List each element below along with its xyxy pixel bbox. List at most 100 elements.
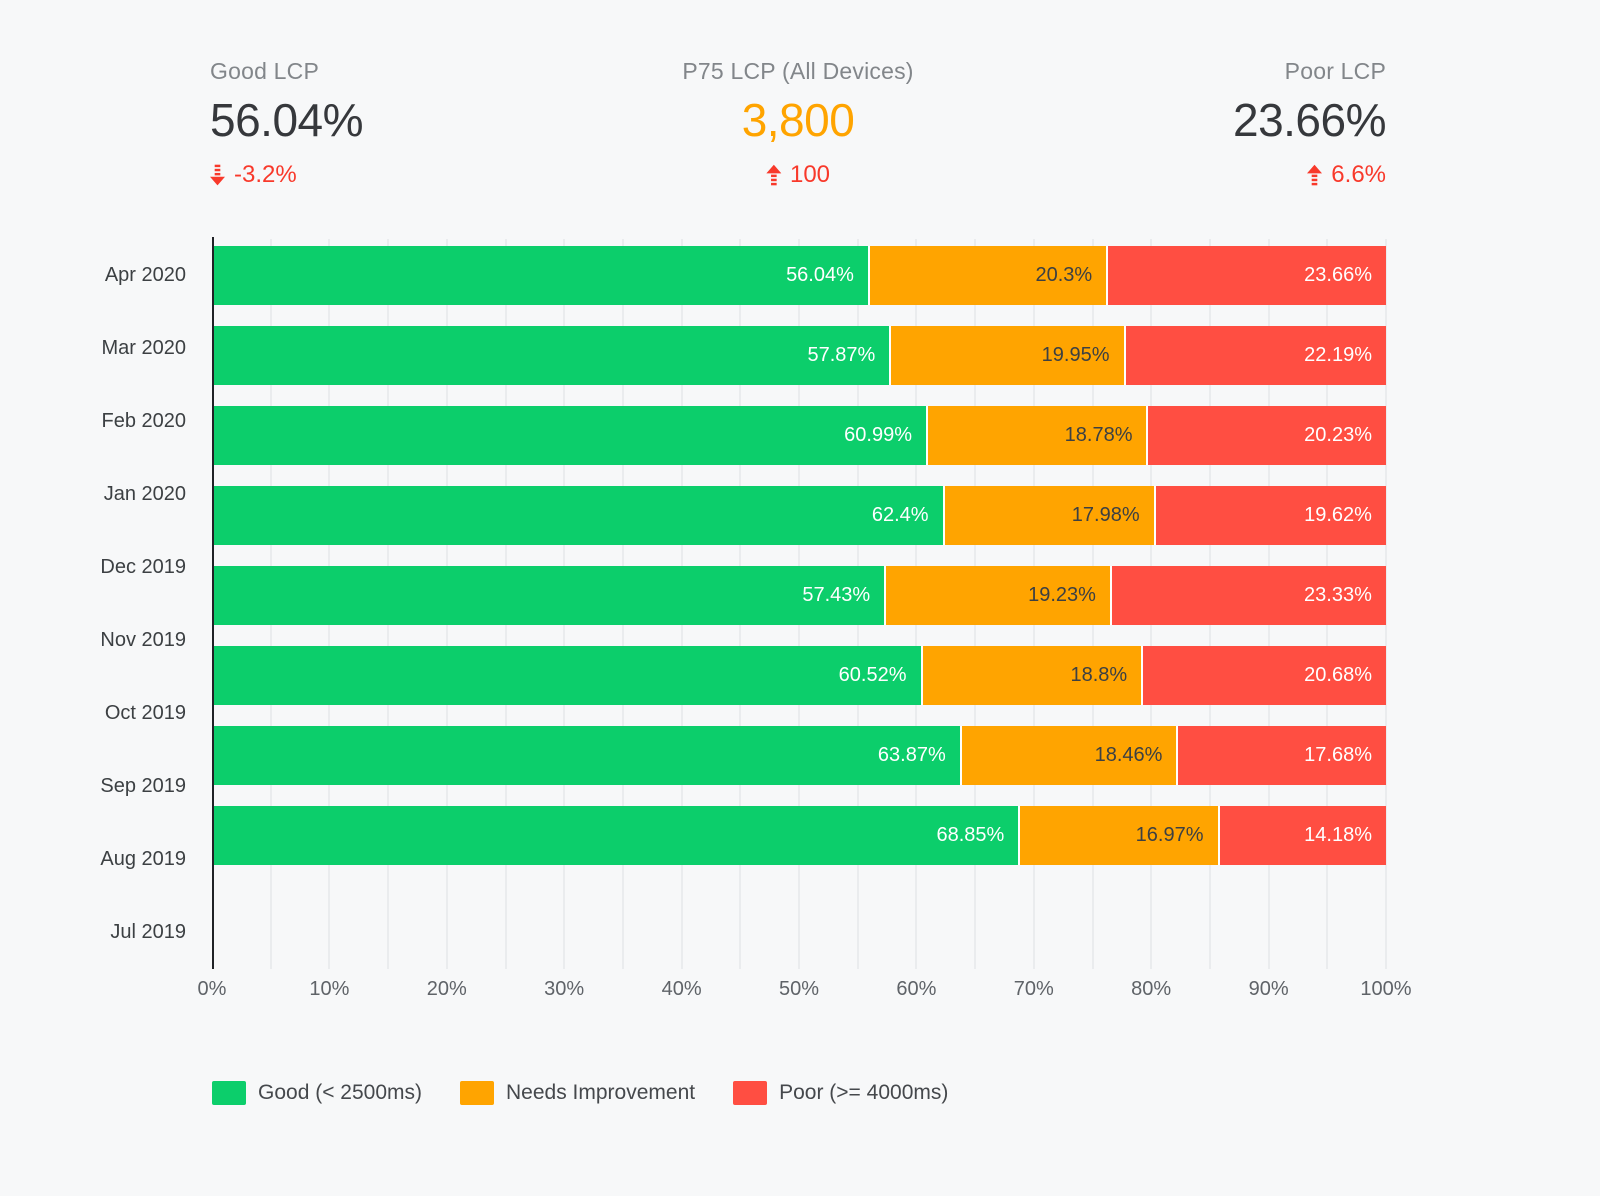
chart-row-jul-2019 [212,952,1386,1025]
bar-segment-poor[interactable]: 20.23% [1148,406,1386,465]
kpi-delta-value: -3.2% [234,161,297,188]
bar-segment-needs[interactable]: 18.8% [922,646,1144,705]
y-axis-label: Nov 2019 [100,629,186,651]
stacked-bar: 57.43% 19.23% 23.33% [212,566,1386,625]
chart-row-sep-2019: 68.85% 16.97% 14.18% [212,806,1386,879]
kpi-delta: -3.2% [210,161,363,189]
stacked-bar: 62.4% 17.98% 19.62% [212,486,1386,545]
chart-row-nov-2019: 60.52% 18.8% 20.68% [212,646,1386,719]
bar-segment-good[interactable]: 63.87% [212,726,962,785]
bar-segment-good[interactable]: 60.52% [212,646,923,705]
bar-segment-needs[interactable]: 18.78% [928,406,1149,465]
bar-value-label: 19.95% [1041,344,1110,366]
bar-segment-poor[interactable]: 19.62% [1155,486,1386,545]
chart-row-jan-2020: 62.4% 17.98% 19.62% [212,486,1386,559]
y-axis-label: Jul 2019 [110,921,186,943]
bar-value-label: 18.78% [1064,424,1133,446]
chart-row-feb-2020: 60.99% 18.78% 20.23% [212,406,1386,479]
bar-value-label: 57.43% [802,584,871,606]
kpi-card-good-lcp: Good LCP 56.04% -3.2% [210,58,364,189]
bar-value-label: 18.8% [1070,664,1128,686]
bar-segment-needs[interactable]: 20.3% [869,246,1109,305]
bar-segment-poor[interactable]: 20.68% [1143,646,1386,705]
stacked-bar: 68.85% 16.97% 14.18% [212,806,1386,865]
kpi-card-p75-lcp: P75 LCP (All Devices) 3,800 100 [682,58,913,189]
x-axis-tick-label: 40% [661,978,702,1000]
x-axis-tick-label: 30% [544,978,585,1000]
kpi-value: 56.04% [210,94,364,146]
stacked-bar: 56.04% 20.3% 23.66% [212,246,1386,305]
kpi-header: Good LCP 56.04% -3.2% P75 LCP (All Devic… [210,58,1387,198]
bar-segment-good[interactable]: 57.87% [212,326,892,385]
bar-segment-poor[interactable]: 23.33% [1111,566,1386,625]
bar-value-label: 20.68% [1304,664,1372,686]
y-axis-label: Mar 2020 [101,337,187,359]
chart-row-apr-2020: 56.04% 20.3% 23.66% [212,246,1386,319]
bar-value-label: 56.04% [786,264,854,286]
bar-segment-good[interactable]: 68.85% [212,806,1021,865]
y-axis-labels: Apr 2020 Mar 2020 Feb 2020 Jan 2020 Dec 2019… [0,239,186,969]
bar-segment-poor[interactable]: 17.68% [1178,726,1386,785]
bar-value-label: 60.52% [838,664,907,686]
kpi-delta: 100 [682,161,913,189]
bar-segment-poor[interactable]: 23.66% [1108,246,1386,305]
bar-segment-poor[interactable]: 14.18% [1219,806,1386,865]
bar-segment-poor[interactable]: 22.19% [1125,326,1386,385]
y-axis-label: Jan 2020 [103,483,186,505]
x-axis-tick-label: 100% [1360,978,1412,1000]
kpi-delta-value: 100 [789,161,831,188]
bar-value-label: 60.99% [844,424,913,446]
y-axis-label: Dec 2019 [100,556,186,578]
bar-value-label: 22.19% [1304,344,1372,366]
kpi-label: Good LCP [210,58,319,84]
kpi-value: 23.66% [1232,94,1387,146]
stacked-bar: 57.87% 19.95% 22.19% [212,326,1386,385]
bar-segment-good[interactable]: 57.43% [212,566,887,625]
kpi-value: 3,800 [741,94,855,146]
bar-value-label: 19.23% [1028,584,1096,606]
x-axis-tick-label: 0% [197,978,227,1000]
x-axis-tick-label: 60% [896,978,937,1000]
bar-value-label: 17.98% [1071,504,1140,526]
arrow-up-striped-icon [1307,164,1323,186]
bar-segment-good[interactable]: 60.99% [212,406,929,465]
legend-item-good[interactable]: Good (< 2500ms) [212,1081,422,1105]
bar-value-label: 14.18% [1304,824,1372,846]
bar-value-label: 20.3% [1035,264,1093,286]
bar-value-label: 63.87% [877,744,946,766]
bar-segment-needs[interactable]: 19.95% [891,326,1126,385]
gridline [1385,239,1387,969]
bar-segment-good[interactable]: 56.04% [212,246,870,305]
x-axis-tick-label: 20% [426,978,467,1000]
stacked-bar: 60.99% 18.78% 20.23% [212,406,1386,465]
bar-segment-needs[interactable]: 18.46% [961,726,1179,785]
bar-value-label: 17.68% [1304,744,1372,766]
bar-value-label: 68.85% [936,824,1005,846]
kpi-label: Poor LCP [1284,58,1386,84]
x-axis-tick-label: 50% [778,978,820,1000]
bar-value-label: 16.97% [1135,824,1204,846]
bar-segment-needs[interactable]: 17.98% [944,486,1156,545]
chart-row-mar-2020: 57.87% 19.95% 22.19% [212,326,1386,399]
x-axis-tick-label: 70% [1013,978,1054,1000]
bar-value-label: 23.33% [1304,584,1372,606]
legend-swatch [212,1081,246,1105]
legend-item-needs[interactable]: Needs Improvement [460,1081,695,1105]
stacked-bar: 60.52% 18.8% 20.68% [212,646,1386,705]
bar-segment-good[interactable]: 62.4% [212,486,945,545]
x-axis-tick-label: 90% [1248,978,1289,1000]
kpi-delta: 6.6% [1233,161,1386,189]
kpi-card-poor-lcp: Poor LCP 23.66% 6.6% [1232,58,1387,189]
legend-item-poor[interactable]: Poor (>= 4000ms) [733,1081,948,1105]
bar-segment-needs[interactable]: 19.23% [886,566,1112,625]
legend-swatch [460,1081,495,1105]
kpi-delta-value: 6.6% [1331,161,1386,188]
stacked-bar: 63.87% 18.46% 17.68% [212,726,1386,785]
bar-value-label: 18.46% [1094,744,1163,766]
arrow-down-striped-icon [210,164,225,186]
bar-value-label: 57.87% [807,344,876,366]
y-axis-label: Aug 2019 [100,848,186,870]
bar-segment-needs[interactable]: 16.97% [1020,806,1220,865]
y-axis-label: Apr 2020 [104,264,186,286]
y-axis-label: Feb 2020 [101,410,186,432]
